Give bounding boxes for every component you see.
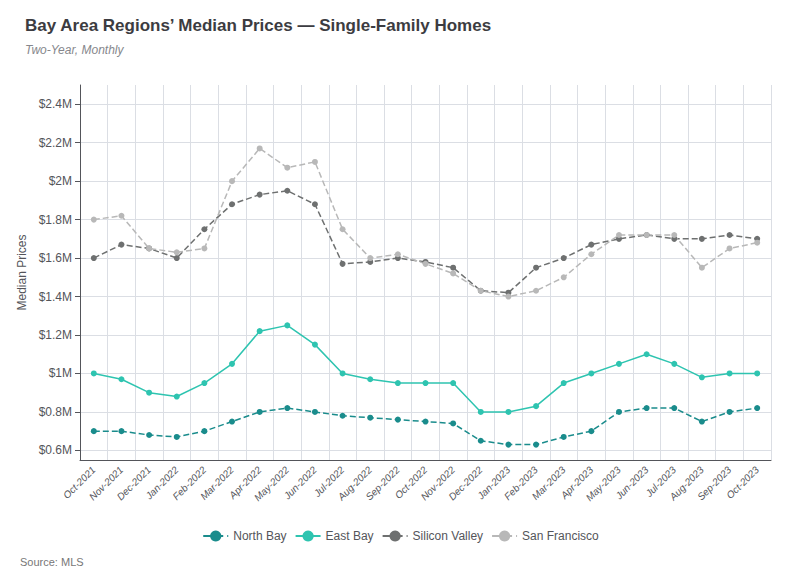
svg-text:Mar-2023: Mar-2023 [529,464,568,502]
svg-text:Dec-2022: Dec-2022 [446,464,485,503]
svg-text:Silicon Valley: Silicon Valley [413,529,483,543]
svg-text:East Bay: East Bay [326,529,374,543]
svg-text:Aug-2023: Aug-2023 [667,464,706,503]
svg-text:San Francisco: San Francisco [522,529,599,543]
svg-text:$1.6M: $1.6M [39,251,72,265]
svg-text:North Bay: North Bay [233,529,286,543]
svg-text:Jan-2022: Jan-2022 [143,464,181,502]
svg-text:$2.2M: $2.2M [39,136,72,150]
svg-text:Sep-2022: Sep-2022 [363,464,402,503]
svg-text:Nov-2022: Nov-2022 [418,464,457,503]
svg-text:Oct-2021: Oct-2021 [60,464,98,501]
svg-text:Apr-2023: Apr-2023 [558,464,596,501]
svg-text:Jun-2023: Jun-2023 [613,464,651,502]
svg-text:Apr-2022: Apr-2022 [226,464,264,501]
svg-text:Oct-2022: Oct-2022 [392,464,430,501]
svg-text:Mar-2022: Mar-2022 [198,464,236,502]
svg-text:Median Prices: Median Prices [15,234,29,310]
svg-text:May-2023: May-2023 [583,464,623,504]
svg-text:Aug-2022: Aug-2022 [335,464,375,503]
svg-text:$1.2M: $1.2M [39,328,72,342]
svg-text:Sep-2023: Sep-2023 [695,464,734,503]
svg-text:$0.6M: $0.6M [39,443,72,457]
svg-text:Nov-2021: Nov-2021 [87,464,126,503]
svg-text:Source: MLS: Source: MLS [20,556,84,568]
svg-text:$0.8M: $0.8M [39,405,72,419]
svg-text:Jan-2023: Jan-2023 [475,464,513,502]
svg-text:$2M: $2M [49,174,72,188]
svg-text:Jul-2022: Jul-2022 [311,464,347,499]
svg-text:$1M: $1M [49,366,72,380]
svg-text:Jun-2022: Jun-2022 [281,464,319,502]
svg-text:Jul-2023: Jul-2023 [643,464,679,499]
svg-text:Oct-2023: Oct-2023 [724,464,761,501]
svg-text:$1.8M: $1.8M [39,213,72,227]
svg-text:Two-Year, Monthly: Two-Year, Monthly [25,43,124,57]
svg-text:Bay Area Regions’ Median Price: Bay Area Regions’ Median Prices — Single… [25,16,491,35]
svg-text:Feb-2022: Feb-2022 [170,464,209,503]
svg-text:$2.4M: $2.4M [39,97,72,111]
svg-text:$1.4M: $1.4M [39,290,72,304]
svg-text:May-2022: May-2022 [252,464,292,504]
svg-text:Dec-2021: Dec-2021 [114,464,153,503]
svg-text:Feb-2023: Feb-2023 [501,464,540,503]
